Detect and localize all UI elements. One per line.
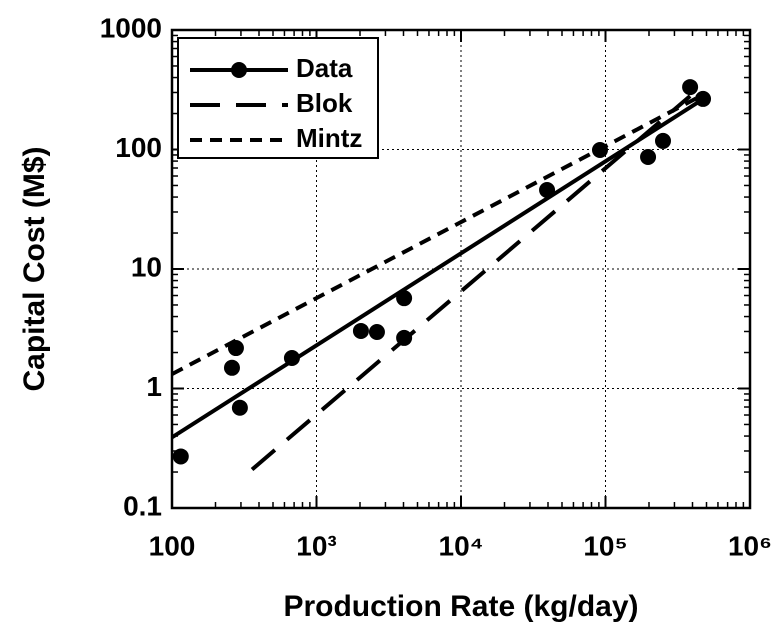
data-point <box>368 324 385 341</box>
data-point <box>539 182 556 199</box>
series-line <box>250 94 692 472</box>
y-axis-label: Capital Cost (M$) <box>18 146 51 391</box>
data-point <box>396 290 413 307</box>
x-tick-label: 10⁴ <box>439 530 484 561</box>
data-point <box>231 399 248 416</box>
data-point <box>283 349 300 366</box>
legend-label: Data <box>296 53 353 83</box>
plot-frame <box>170 28 752 510</box>
legend-label: Blok <box>296 88 353 118</box>
legend-label: Mintz <box>296 123 362 153</box>
data-point <box>352 322 369 339</box>
data-point <box>640 149 657 166</box>
data-point <box>172 448 189 465</box>
legend-marker <box>231 62 247 78</box>
data-point <box>655 132 672 149</box>
y-tick-label: 100 <box>115 132 162 163</box>
x-tick-label: 10⁶ <box>728 530 772 561</box>
x-tick-label: 10³ <box>296 530 336 561</box>
y-tick-label: 1000 <box>100 12 162 43</box>
y-tick-label: 1 <box>146 371 162 402</box>
y-tick-label: 0.1 <box>123 490 162 521</box>
x-tick-label: 100 <box>149 530 196 561</box>
data-point <box>223 359 240 376</box>
x-tick-label: 10⁵ <box>583 530 627 561</box>
data-point <box>682 79 699 96</box>
series-line <box>172 101 699 440</box>
y-tick-label: 10 <box>131 251 162 282</box>
data-point <box>695 90 712 107</box>
x-axis-label: Production Rate (kg/day) <box>283 590 638 623</box>
